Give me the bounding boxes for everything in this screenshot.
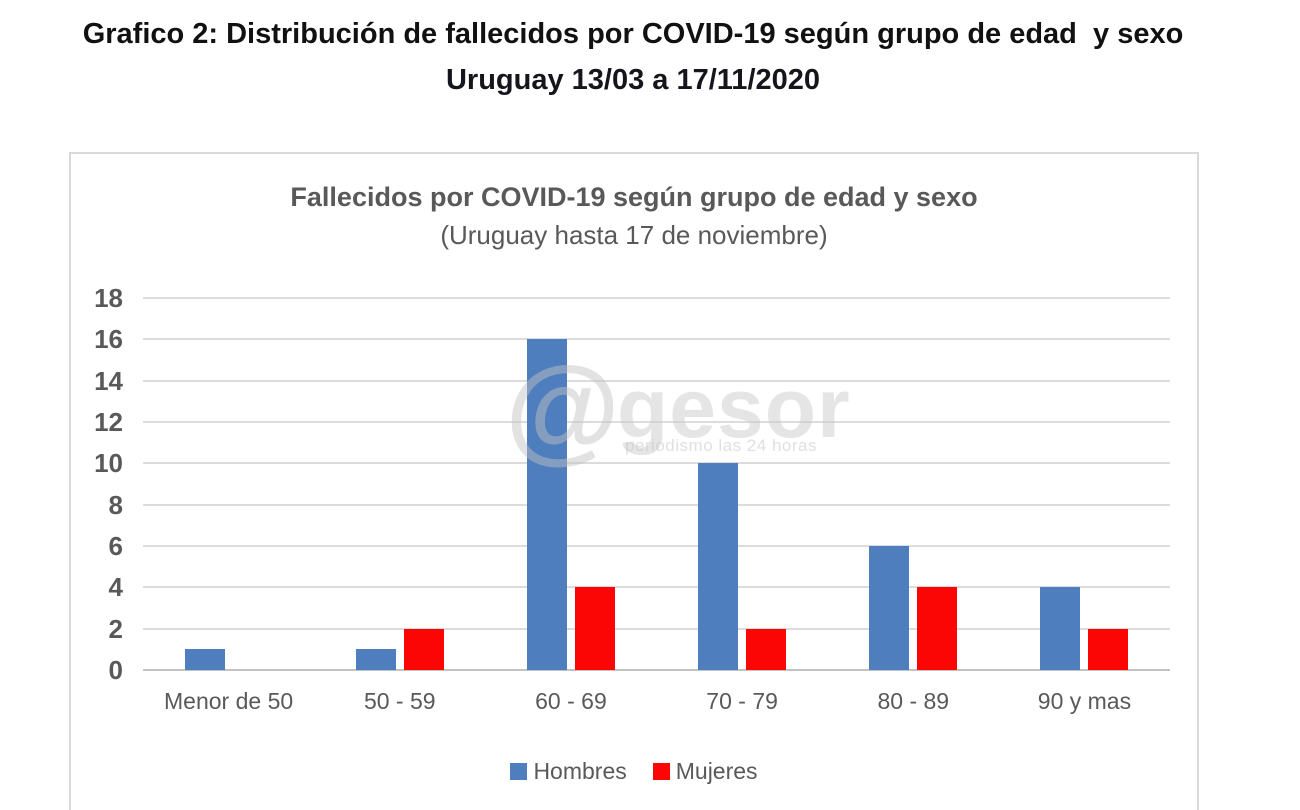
bar-mujeres-2	[403, 628, 444, 670]
gridline-4	[143, 586, 1170, 589]
legend-label-hombres: Hombres	[533, 758, 627, 784]
chart-card: Fallecidos por COVID-19 según grupo de e…	[69, 152, 1199, 810]
gridline-0	[143, 669, 1170, 671]
bar-group-1	[143, 298, 314, 670]
bar-hombres-6	[1040, 587, 1081, 670]
y-tick-label-18: 18	[94, 283, 123, 313]
y-tick-label-12: 12	[94, 407, 123, 438]
gridline-8	[143, 503, 1170, 506]
y-tick-label-6: 6	[108, 531, 123, 562]
bar-hombres-5	[869, 546, 910, 670]
bar-mujeres-3	[574, 587, 615, 670]
y-tick-label-8: 8	[108, 489, 123, 520]
legend: Hombres Mujeres	[71, 758, 1197, 785]
legend-label-mujeres: Mujeres	[675, 758, 758, 784]
gridline-10	[143, 462, 1170, 465]
bar-group-2	[314, 298, 485, 670]
bar-group-3	[485, 298, 656, 670]
legend-item-mujeres: Mujeres	[652, 758, 758, 785]
bar-mujeres-5	[917, 587, 958, 670]
gridline-2	[143, 627, 1170, 630]
x-tick-label-1: Menor de 50	[164, 688, 294, 714]
gridline-16	[143, 338, 1170, 341]
y-tick-label-16: 16	[94, 324, 123, 355]
y-tick-label-2: 2	[108, 613, 123, 644]
bar-hombres-3	[526, 339, 567, 670]
gridline-18	[143, 297, 1170, 299]
page-title-line1: Grafico 2: Distribución de fallecidos po…	[82, 18, 1184, 50]
y-tick-label-14: 14	[94, 365, 123, 396]
gridline-12	[143, 421, 1170, 424]
bar-hombres-1	[184, 649, 225, 670]
bar-hombres-4	[698, 463, 739, 670]
bar-group-5	[828, 298, 999, 670]
legend-swatch-mujeres	[652, 763, 670, 780]
bar-group-4	[657, 298, 828, 670]
legend-item-hombres: Hombres	[510, 758, 627, 785]
bar-mujeres-6	[1088, 628, 1129, 670]
chart-title: Fallecidos por COVID-19 según grupo de e…	[290, 182, 978, 212]
y-tick-label-4: 4	[108, 572, 123, 603]
chart-subtitle: (Uruguay hasta 17 de noviembre)	[440, 220, 828, 250]
x-tick-label-4: 70 - 79	[706, 688, 778, 714]
gridline-6	[143, 545, 1170, 548]
bar-group-6	[999, 298, 1170, 670]
x-tick-label-6: 90 y mas	[1037, 688, 1132, 714]
x-tick-label-5: 80 - 89	[877, 688, 950, 714]
y-tick-label-10: 10	[94, 448, 123, 479]
legend-swatch-hombres	[510, 763, 528, 780]
gridline-14	[143, 379, 1170, 382]
x-tick-label-3: 60 - 69	[535, 688, 607, 714]
bar-hombres-2	[355, 649, 396, 670]
bar-groups-container	[143, 298, 1170, 670]
plot-area: Menor de 50 50 - 59 60 - 69 70 - 79 80 - 89 9…	[94, 284, 1170, 714]
page-title-line2: Uruguay 13/03 a 17/11/2020	[445, 64, 821, 96]
bar-mujeres-4	[746, 628, 787, 670]
y-tick-label-0: 0	[108, 655, 123, 685]
x-axis-labels: Menor de 50 50 - 59 60 - 69 70 - 79 80 - 89 9…	[143, 688, 1170, 715]
x-tick-label-2: 50 - 59	[363, 688, 436, 714]
